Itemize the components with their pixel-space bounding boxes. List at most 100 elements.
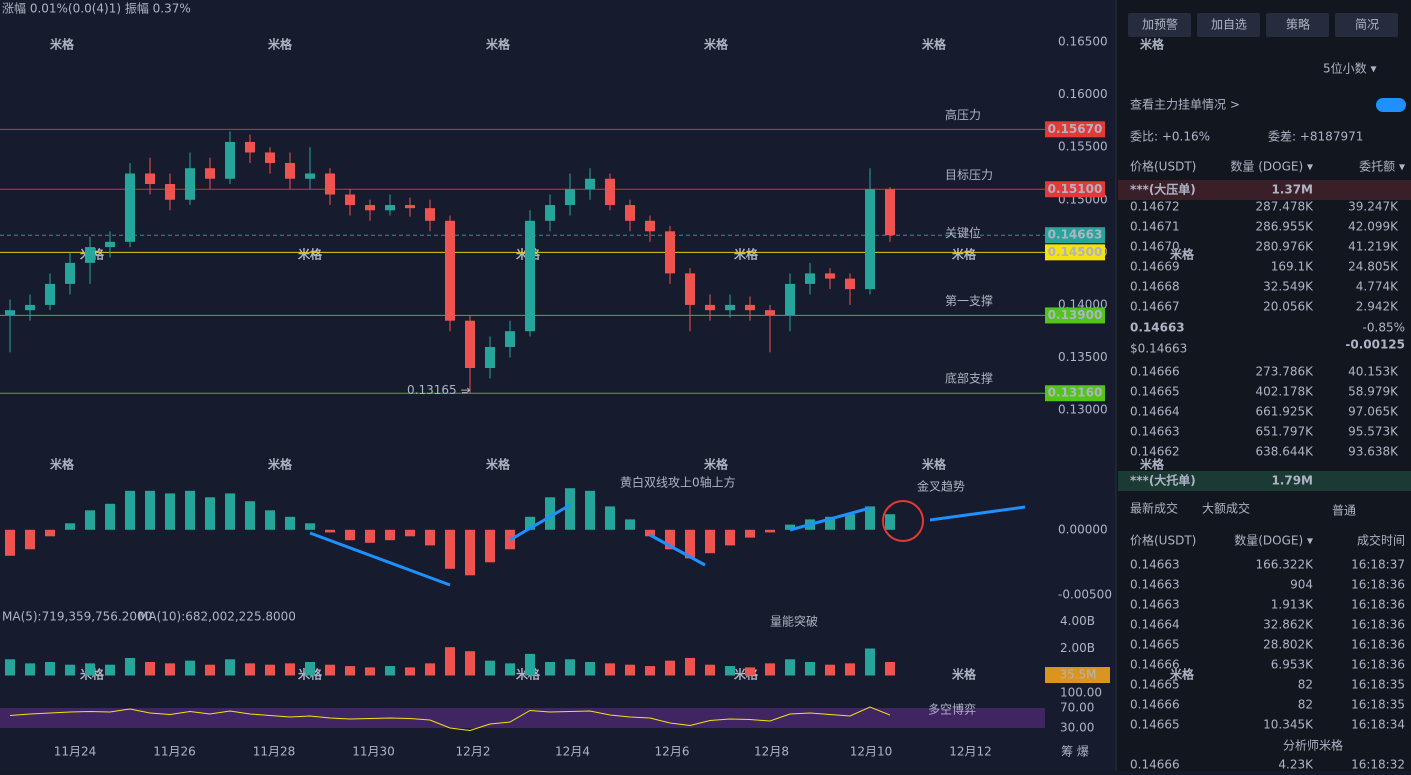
candle-body [745, 304, 755, 311]
vol-bar [465, 651, 475, 676]
book-amount: 97.065K [1348, 405, 1399, 419]
vol-bar [25, 663, 35, 676]
level-tag-label: 0.15100 [1048, 182, 1103, 196]
macd-bar [45, 529, 55, 537]
vol-bar [865, 648, 875, 676]
level-tag [1045, 181, 1105, 198]
trade-price: 0.14664 [1130, 618, 1180, 632]
level-tag-label: 0.13900 [1048, 308, 1103, 322]
candle-body [545, 205, 555, 221]
book-amount: 24.805K [1348, 260, 1399, 274]
vol-tag [1045, 667, 1110, 684]
vol-bar [265, 664, 275, 676]
vol-bar [845, 663, 855, 676]
button-label[interactable]: 简况 [1355, 18, 1379, 32]
macd-tick-label: 0.00000 [1058, 522, 1108, 536]
x-tick-label: 12月2 [456, 745, 491, 759]
rsi-tick-label: 100.00 [1060, 686, 1102, 700]
book-amount: 95.573K [1348, 425, 1399, 439]
decimals[interactable]: 5位小数 ▾ [1323, 61, 1376, 76]
big-ask-bg [1118, 180, 1411, 200]
book-price: 0.14668 [1130, 280, 1180, 294]
candle-body [425, 208, 435, 221]
button-label[interactable]: 加自选 [1211, 18, 1247, 32]
ma5: MA(5):719,359,756.2000 [2, 610, 152, 624]
tab[interactable]: 最新成交 [1130, 501, 1178, 516]
level-tag-label: 0.13160 [1048, 386, 1103, 400]
candle-body [505, 331, 515, 347]
candle-body [25, 304, 35, 311]
vol-tag-label: 35.5M [1059, 668, 1096, 682]
watermark: 米格 [922, 457, 947, 472]
x-tick-label: 11月28 [253, 745, 296, 759]
watermark: 米格 [952, 667, 977, 682]
level-tag [1045, 227, 1105, 244]
vol-bar [205, 664, 215, 676]
vol-bar [405, 667, 415, 676]
vol-bar [305, 662, 315, 676]
vol-bar [245, 663, 255, 676]
book-qty: 20.056K [1263, 300, 1314, 314]
watermark: 米格 [486, 457, 511, 472]
button[interactable] [1128, 13, 1191, 37]
candle-body [825, 273, 835, 279]
macd-bar [5, 529, 15, 556]
book-amount: 4.774K [1356, 280, 1399, 294]
level-note: 第一支撑 [945, 293, 993, 308]
candle-body [365, 205, 375, 211]
y-tick-label: 0.13000 [1058, 403, 1108, 417]
trade-price: 0.14666 [1130, 758, 1180, 772]
toggle[interactable] [1376, 98, 1406, 112]
book-qty: 287.478K [1256, 200, 1315, 214]
book-price: 0.14672 [1130, 200, 1180, 214]
trade-qty: 82 [1298, 678, 1313, 692]
macd-bar [845, 514, 855, 530]
button[interactable] [1266, 13, 1329, 37]
macd-bar [185, 490, 195, 530]
candle-body [245, 141, 255, 153]
trade-price: 0.14663 [1130, 558, 1180, 572]
brand: 分析师米格 [1283, 738, 1343, 753]
book-amount: 93.638K [1348, 445, 1399, 459]
vol-bar [665, 660, 675, 676]
trade-qty: 82 [1298, 698, 1313, 712]
trade-time: 16:18:34 [1351, 718, 1405, 732]
candle-body [5, 310, 15, 316]
chart-bg [0, 0, 1116, 771]
trade-time: 16:18:35 [1351, 698, 1405, 712]
candle-body [385, 205, 395, 211]
book-amount: 41.219K [1348, 240, 1399, 254]
candle-body [485, 346, 495, 368]
book-header: 数量 (DOGE) ▾ [1230, 159, 1313, 174]
button-label[interactable]: 加预警 [1142, 17, 1178, 32]
macd-bar [405, 529, 415, 537]
macd-bar [125, 490, 135, 530]
trade-time: 16:18:37 [1351, 558, 1405, 572]
vol-tick-label: 4.00B [1060, 614, 1095, 628]
vol-bar [85, 663, 95, 676]
candle-body [685, 273, 695, 305]
macd-bar [885, 514, 895, 530]
candle-body [165, 184, 175, 200]
y-tick-label: 0.15500 [1058, 140, 1108, 154]
vol-bar [765, 663, 775, 676]
macd-bar [285, 516, 295, 530]
button-label[interactable]: 策略 [1286, 17, 1310, 32]
tab[interactable]: 大额成交 [1202, 501, 1250, 516]
depth-link[interactable]: 查看主力挂单情况 > [1130, 98, 1240, 112]
vol-bar [445, 647, 455, 676]
macd-bar [225, 493, 235, 530]
change: -0.00125 [1345, 338, 1405, 352]
button[interactable] [1197, 13, 1260, 37]
book-price: 0.14663 [1130, 425, 1180, 439]
macd-bar [105, 503, 115, 530]
book-price: 0.14669 [1130, 260, 1180, 274]
candle-body [285, 162, 295, 179]
ratio: 委比: +0.16% [1130, 130, 1210, 144]
vol-bar [745, 667, 755, 676]
candle-body [325, 173, 335, 195]
level-note: 关键位 [945, 225, 981, 240]
button[interactable] [1335, 13, 1398, 37]
vol-bar [645, 666, 655, 676]
normal[interactable]: 普通 [1332, 504, 1356, 518]
